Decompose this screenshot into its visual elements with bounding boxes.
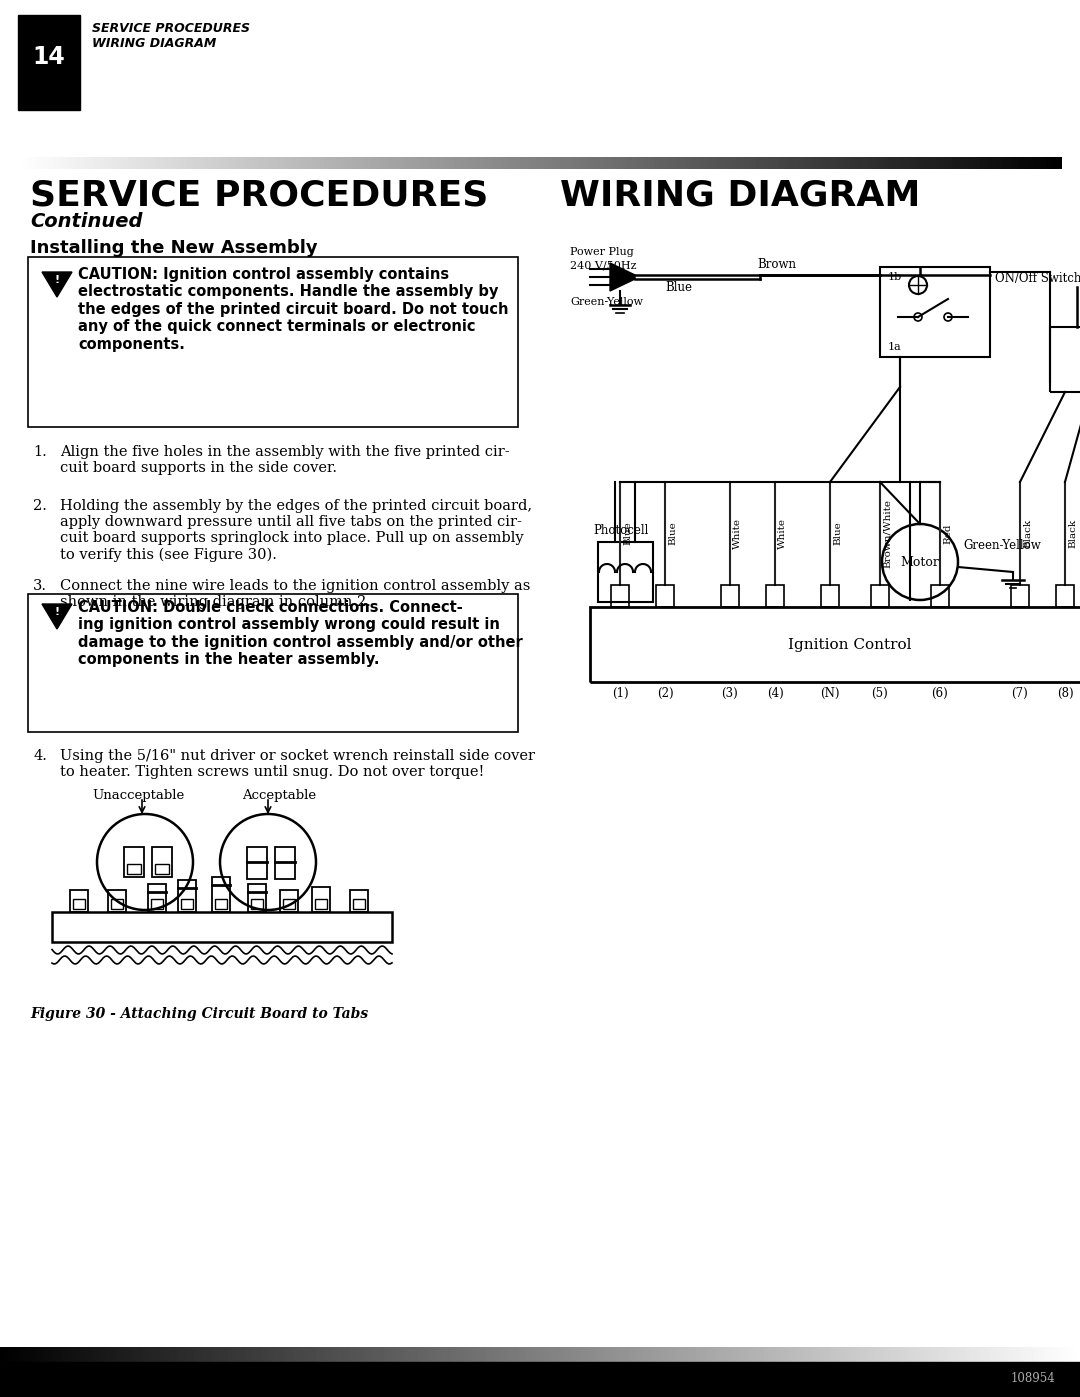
Text: 3.: 3.: [33, 578, 48, 592]
Text: ON/Off Switch: ON/Off Switch: [995, 272, 1080, 285]
Text: 240 V/50Hz: 240 V/50Hz: [570, 260, 636, 270]
Text: 14: 14: [32, 45, 66, 68]
Text: 4.: 4.: [33, 749, 46, 763]
Text: Black: Black: [1023, 518, 1032, 548]
Bar: [611, 585, 629, 608]
Bar: [656, 585, 674, 608]
Text: (3): (3): [721, 687, 739, 700]
Text: White: White: [733, 518, 742, 549]
Text: Installing the New Assembly: Installing the New Assembly: [30, 239, 318, 257]
Bar: [0, 1362, 1080, 1397]
Text: Unacceptable: Unacceptable: [92, 789, 185, 802]
Text: Blue: Blue: [833, 521, 842, 545]
Bar: [127, 863, 141, 875]
Bar: [1050, 327, 1080, 393]
Text: (5): (5): [872, 687, 889, 700]
Polygon shape: [42, 604, 72, 629]
Text: Figure 30 - Attaching Circuit Board to Tabs: Figure 30 - Attaching Circuit Board to T…: [30, 1007, 368, 1021]
Text: Holding the assembly by the edges of the printed circuit board,
apply downward p: Holding the assembly by the edges of the…: [60, 499, 532, 562]
Bar: [181, 900, 193, 909]
Text: !: !: [54, 275, 59, 285]
Bar: [280, 890, 298, 912]
Text: White: White: [778, 518, 787, 549]
Text: Align the five holes in the assembly with the five printed cir-
cuit board suppo: Align the five holes in the assembly wit…: [60, 446, 510, 475]
Bar: [248, 884, 266, 912]
Bar: [28, 257, 518, 427]
Bar: [766, 585, 784, 608]
Bar: [598, 542, 653, 602]
Bar: [1056, 585, 1074, 608]
Bar: [151, 900, 163, 909]
Text: 1a: 1a: [888, 342, 902, 352]
Bar: [1011, 585, 1029, 608]
Text: Brown: Brown: [757, 258, 796, 271]
Text: Green-Yellow: Green-Yellow: [963, 539, 1041, 552]
Bar: [152, 847, 172, 877]
Bar: [283, 900, 295, 909]
Text: Acceptable: Acceptable: [242, 789, 316, 802]
Text: WIRING DIAGRAM: WIRING DIAGRAM: [561, 179, 920, 212]
Bar: [821, 585, 839, 608]
Text: 2.: 2.: [33, 499, 46, 513]
Bar: [124, 847, 144, 877]
Bar: [215, 900, 227, 909]
Text: Blue: Blue: [665, 281, 692, 293]
Text: (8): (8): [1056, 687, 1074, 700]
Bar: [52, 912, 392, 942]
Text: SERVICE PROCEDURES: SERVICE PROCEDURES: [92, 22, 249, 35]
Bar: [315, 900, 327, 909]
Text: CAUTION: Double check connections. Connect-
ing ignition control assembly wrong : CAUTION: Double check connections. Conne…: [78, 599, 523, 668]
Bar: [73, 900, 85, 909]
Text: 108954: 108954: [1010, 1372, 1055, 1386]
Bar: [353, 900, 365, 909]
Text: (6): (6): [932, 687, 948, 700]
Text: Red: Red: [943, 524, 951, 543]
Bar: [247, 847, 267, 879]
Text: !: !: [54, 608, 59, 617]
Bar: [350, 890, 368, 912]
Text: (1): (1): [611, 687, 629, 700]
Text: CAUTION: Ignition control assembly contains
electrostatic components. Handle the: CAUTION: Ignition control assembly conta…: [78, 267, 509, 352]
Bar: [156, 863, 168, 875]
Bar: [28, 594, 518, 732]
Bar: [212, 877, 230, 912]
Text: Green-Yellow: Green-Yellow: [570, 298, 643, 307]
Text: Power Plug: Power Plug: [570, 247, 634, 257]
Bar: [111, 900, 123, 909]
Bar: [870, 585, 889, 608]
Text: (7): (7): [1012, 687, 1028, 700]
Bar: [721, 585, 739, 608]
Text: 1.: 1.: [33, 446, 46, 460]
Text: Motor: Motor: [901, 556, 940, 569]
Polygon shape: [610, 263, 635, 291]
Text: SERVICE PROCEDURES: SERVICE PROCEDURES: [30, 179, 488, 212]
Bar: [148, 884, 166, 912]
Bar: [70, 890, 87, 912]
Bar: [18, 15, 80, 110]
Text: Connect the nine wire leads to the ignition control assembly as
shown in the wir: Connect the nine wire leads to the ignit…: [60, 578, 530, 609]
Bar: [178, 880, 195, 912]
Text: Blue: Blue: [623, 521, 632, 545]
Text: Black: Black: [1068, 518, 1077, 548]
Text: (N): (N): [820, 687, 840, 700]
Text: (4): (4): [767, 687, 783, 700]
Text: Continued: Continued: [30, 212, 143, 231]
Bar: [312, 887, 330, 912]
Text: (2): (2): [657, 687, 673, 700]
Text: Blue: Blue: [669, 521, 677, 545]
Bar: [275, 847, 295, 879]
Bar: [880, 267, 990, 358]
Bar: [251, 900, 264, 909]
Bar: [108, 890, 126, 912]
Bar: [590, 608, 1080, 682]
Text: WIRING DIAGRAM: WIRING DIAGRAM: [92, 36, 216, 50]
Text: 1b: 1b: [888, 272, 902, 282]
Polygon shape: [42, 272, 72, 298]
Text: Brown/White: Brown/White: [883, 499, 892, 569]
Text: Using the 5/16" nut driver or socket wrench reinstall side cover
to heater. Tigh: Using the 5/16" nut driver or socket wre…: [60, 749, 535, 780]
Text: Ignition Control: Ignition Control: [788, 638, 912, 652]
Bar: [931, 585, 949, 608]
Text: Photocell: Photocell: [593, 524, 648, 536]
